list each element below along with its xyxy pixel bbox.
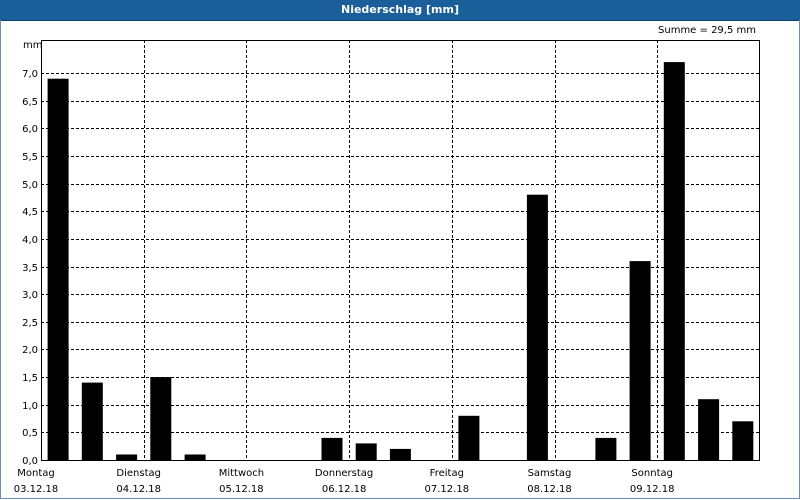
x-tick-weekday: Mittwoch [219,468,264,479]
y-tick-label: 3,5 [22,263,38,274]
bar [184,454,206,460]
y-tick-label: 1,0 [22,401,38,412]
x-tick-date: 03.12.18 [14,484,59,495]
x-tick-weekday: Samstag [528,468,572,479]
chart-title: Niederschlag [mm] [341,3,459,16]
x-tick-date: 04.12.18 [116,484,161,495]
x-tick-weekday: Donnerstag [315,468,373,479]
y-tick-label: 7,0 [22,69,38,80]
bar [629,261,651,460]
bar [663,62,685,460]
bar [355,443,377,460]
x-tick-date: 06.12.18 [322,484,367,495]
bar [732,421,754,460]
y-tick-label: 2,0 [22,345,38,356]
bar [526,194,548,460]
y-tick-label: 4,0 [22,235,38,246]
y-tick-label: 2,5 [22,318,38,329]
bar [698,399,720,460]
x-tick-weekday: Freitag [430,468,464,479]
bar [47,78,69,460]
y-tick-label: 0,0 [22,456,38,467]
x-tick-weekday: Montag [17,468,54,479]
y-tick-label: 5,5 [22,152,38,163]
y-tick-label: 4,5 [22,207,38,218]
y-tick-label: 6,5 [22,97,38,108]
y-axis-unit: mm [23,40,43,51]
bar [321,437,343,460]
y-tick-label: 3,0 [22,290,38,301]
x-tick-weekday: Sonntag [631,468,673,479]
plot-border [41,40,760,461]
bar [389,448,411,460]
x-tick-weekday: Dienstag [116,468,161,479]
x-tick-date: 09.12.18 [630,484,675,495]
bar [81,382,103,460]
y-tick-label: 0,5 [22,428,38,439]
chart-title-bar: Niederschlag [mm] [0,0,800,21]
y-tick-label: 5,0 [22,180,38,191]
bar [150,377,172,460]
y-tick-label: 1,5 [22,373,38,384]
precipitation-sum: Summe = 29,5 mm [658,25,756,36]
bar [116,454,138,460]
x-tick-date: 05.12.18 [219,484,264,495]
bar [595,437,617,460]
x-tick-date: 08.12.18 [527,484,572,495]
x-tick-date: 07.12.18 [425,484,470,495]
bar [458,415,480,460]
y-tick-label: 6,0 [22,124,38,135]
